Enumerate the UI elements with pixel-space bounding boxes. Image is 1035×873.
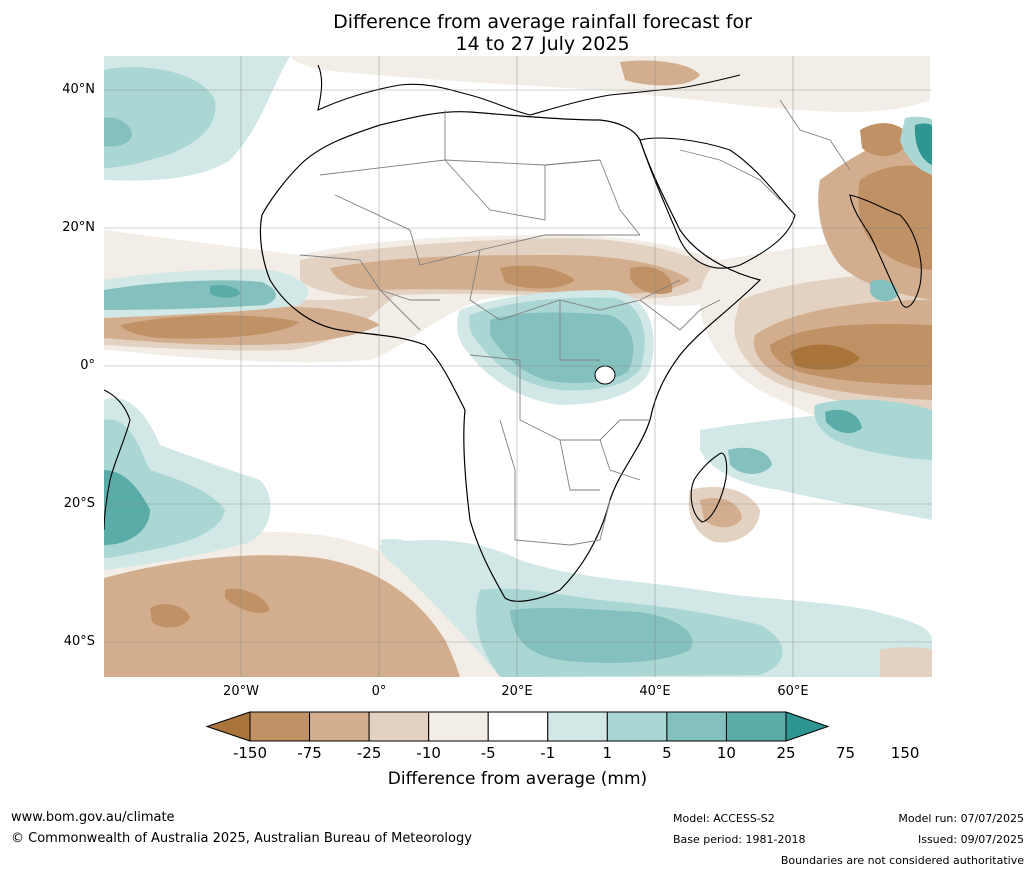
- anomaly-wet-indian-south-core: [825, 409, 862, 434]
- footer-website: www.bom.gov.au/climate: [11, 810, 175, 825]
- anomaly-dry-far-southeast: [880, 647, 932, 677]
- anomaly-dry-mediterranean: [290, 56, 930, 112]
- anomaly-wet-northwest: [104, 67, 216, 168]
- rainfall-anomaly-map: [104, 56, 932, 677]
- lon-label-40e: 40°E: [639, 684, 671, 699]
- colorbar-tick-label: 10: [716, 744, 736, 762]
- graticule: [104, 56, 932, 677]
- anomaly-wet-mozambique: [728, 447, 772, 475]
- anomaly-dry-south: [104, 555, 460, 677]
- lat-label-40n: 40°N: [62, 82, 95, 97]
- colorbar-tick-label: 25: [776, 744, 796, 762]
- madagascar-outline: [690, 452, 728, 523]
- anomaly-wet-cape-core: [510, 607, 693, 663]
- lat-label-40s: 40°S: [63, 634, 95, 649]
- lon-label-60e: 60°E: [777, 684, 809, 699]
- south-america-edge: [104, 389, 131, 531]
- map-title-line-1: Difference from average rainfall forecas…: [333, 11, 752, 33]
- footer-model: Model: ACCESS-S2: [673, 812, 775, 825]
- colorbar-tick-label: -1: [540, 744, 556, 762]
- anomaly-dry-sahel-core: [500, 265, 575, 289]
- anomaly-wet-srilanka: [870, 279, 898, 302]
- anomaly-dry-atlantic-core: [120, 315, 300, 339]
- colorbar-cell: [725, 711, 787, 742]
- anomaly-dry-india-north: [860, 123, 910, 157]
- anomaly-wet-northwest-core: [104, 117, 132, 147]
- colorbar-tick-label: -25: [356, 744, 382, 762]
- lon-label-20e: 20°E: [501, 684, 533, 699]
- lat-label-20s: 20°S: [63, 496, 95, 511]
- colorbar-cell: [547, 711, 608, 742]
- anomaly-wet-southwest-lower: [380, 538, 430, 566]
- anomaly-dry-south-core2: [225, 588, 270, 613]
- colorbar-cell: [606, 711, 668, 742]
- colorbar-tick-label: -10: [416, 744, 441, 762]
- anomaly-wet-bengal-core: [914, 123, 932, 165]
- footer-issued: Issued: 09/07/2025: [917, 833, 1024, 846]
- footer-copyright: © Commonwealth of Australia 2025, Austra…: [11, 831, 472, 846]
- lon-label-20w: 20°W: [223, 684, 259, 699]
- colorbar-tick-label: 75: [836, 744, 856, 762]
- colorbar-tick-label: -75: [297, 744, 322, 762]
- anomaly-dry-mediterranean-core: [620, 60, 700, 86]
- anomaly-dry-southeast-core: [700, 498, 742, 528]
- country-borders: [299, 99, 851, 546]
- arabia-outline: [639, 137, 796, 269]
- colorbar: [205, 711, 830, 742]
- colorbar-tick-label: 1: [602, 744, 613, 762]
- anomaly-wet-southwest-core: [104, 470, 150, 545]
- colorbar-tick-label: -5: [480, 744, 496, 762]
- anomaly-dry-indian-core: [790, 344, 860, 370]
- colorbar-extend-low: [205, 711, 251, 742]
- footer-model-run: Model run: 07/07/2025: [898, 812, 1024, 825]
- colorbar-cell: [487, 711, 549, 742]
- anomaly-dry-india-core: [858, 165, 932, 270]
- footer-base-period: Base period: 1981-2018: [673, 833, 806, 846]
- anomaly-wet-westafrica-core: [210, 285, 240, 298]
- lake-victoria: [594, 365, 616, 385]
- colorbar-extend-high: [785, 711, 830, 742]
- colorbar-cell: [249, 711, 311, 742]
- lat-label-20n: 20°N: [62, 220, 95, 235]
- anomaly-dry-sahel-core2: [630, 266, 673, 295]
- colorbar-cell: [368, 711, 430, 742]
- colorbar-label: Difference from average (mm): [387, 769, 648, 789]
- map-field: [104, 56, 932, 677]
- europe-coast: [317, 64, 741, 116]
- colorbar-cell: [309, 711, 370, 742]
- colorbar-cell: [666, 711, 727, 742]
- anomaly-wet-central-core: [490, 312, 634, 384]
- anomaly-dry-south-core: [150, 604, 190, 628]
- colorbar-cell: [428, 711, 489, 742]
- colorbar-tick-label: 150: [890, 744, 920, 762]
- map-title-line-2: 14 to 27 July 2025: [455, 33, 630, 55]
- colorbar-tick-label: -150: [232, 744, 268, 762]
- lat-label-0: 0°: [80, 358, 95, 373]
- colorbar-tick-label: 5: [662, 744, 672, 762]
- lon-label-0: 0°: [371, 684, 387, 699]
- footer-disclaimer: Boundaries are not considered authoritat…: [780, 854, 1024, 867]
- india-outline: [849, 194, 922, 308]
